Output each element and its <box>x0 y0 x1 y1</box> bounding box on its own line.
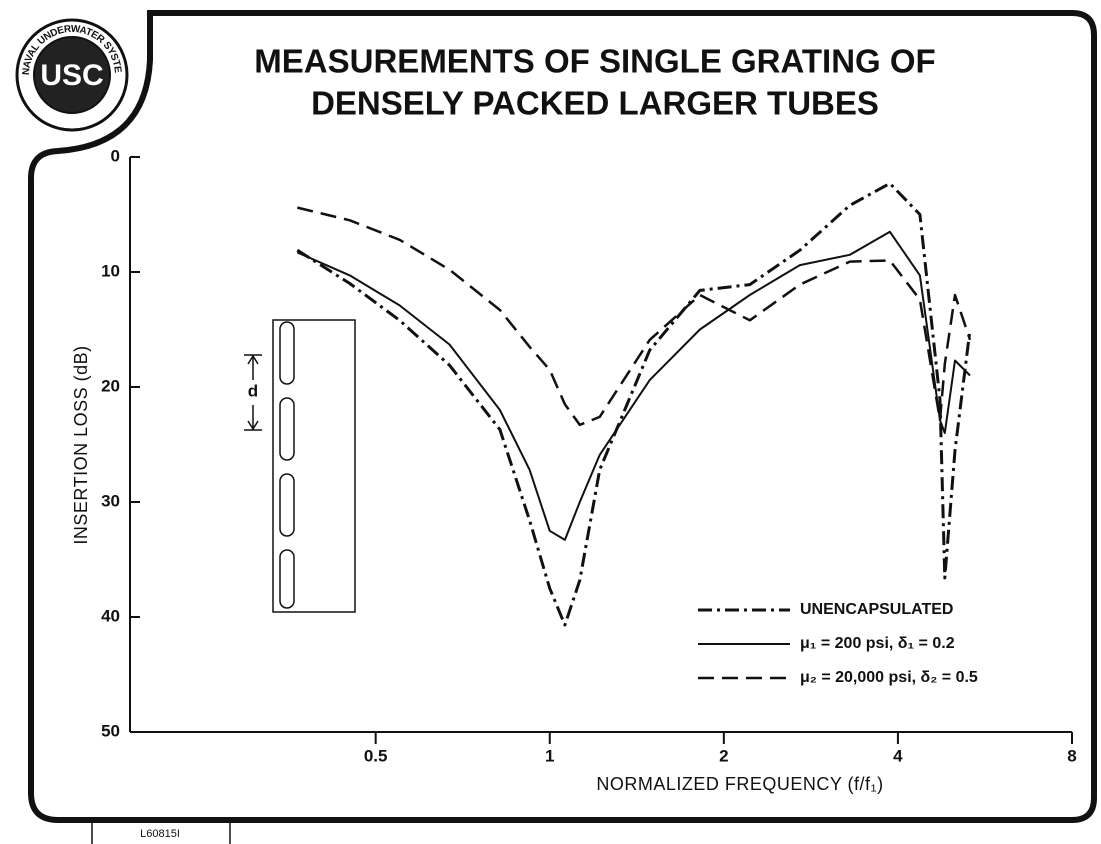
x-tick-label: 8 <box>1067 746 1076 765</box>
inset-diagram <box>244 319 356 613</box>
legend-label: μ₂ = 20,000 psi, δ₂ = 0.5 <box>800 669 978 686</box>
y-tick-label: 10 <box>101 261 120 280</box>
x-tick-label: 4 <box>893 746 903 765</box>
y-axis-label: INSERTION LOSS (dB) <box>71 345 91 544</box>
x-tick-label: 2 <box>719 746 728 765</box>
chart-subtitle: DENSELY PACKED LARGER TUBES <box>311 85 879 122</box>
footer-code: L60815I <box>140 828 180 840</box>
series-line <box>297 206 972 427</box>
x-tick-label: 1 <box>545 746 554 765</box>
series-line <box>296 230 971 541</box>
y-tick-label: 40 <box>101 606 120 625</box>
y-tick-label: 20 <box>101 376 120 395</box>
y-tick-label: 50 <box>101 721 120 740</box>
x-axis-label: NORMALIZED FREQUENCY (f/f₁) <box>596 774 883 794</box>
inset-label: d <box>248 381 258 400</box>
legend-label: UNENCAPSULATED <box>800 601 953 618</box>
y-tick-label: 30 <box>101 491 120 510</box>
legend-label: μ₁ = 200 psi, δ₁ = 0.2 <box>800 635 955 652</box>
frame <box>28 10 1097 823</box>
series-line <box>296 181 972 627</box>
chart-title: MEASUREMENTS OF SINGLE GRATING OF <box>254 43 935 80</box>
y-tick-label: 0 <box>111 146 120 165</box>
logo: NAVAL UNDERWATER SYSTEMS CENTER USC <box>0 0 129 132</box>
logo-initials: USC <box>40 59 103 92</box>
x-tick-label: 0.5 <box>364 746 388 765</box>
